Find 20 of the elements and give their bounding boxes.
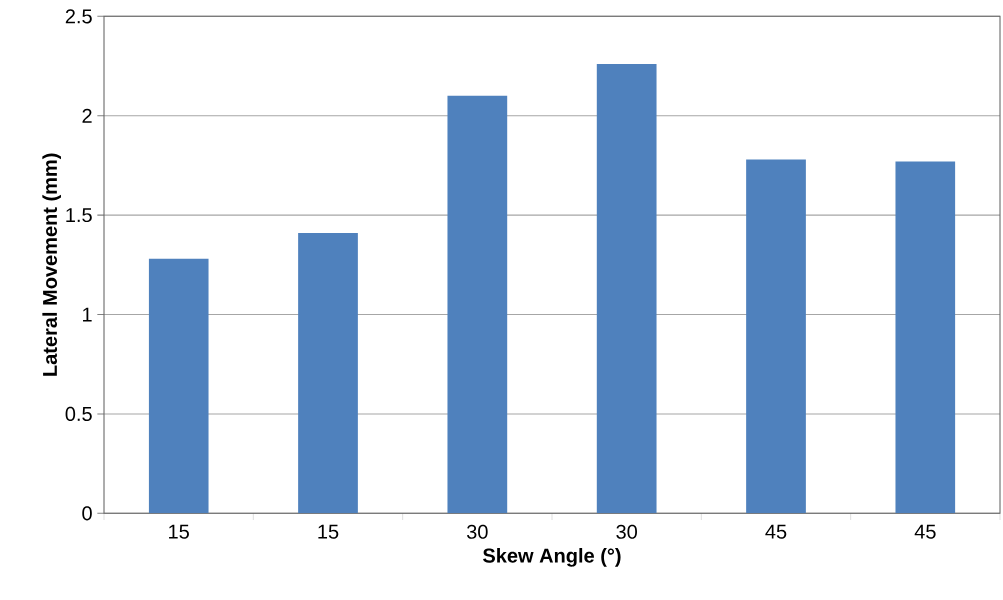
x-tick-label: 30 — [616, 524, 637, 539]
y-tick-label: 0.5 — [65, 406, 92, 421]
y-tick-label: 2 — [82, 108, 92, 123]
y-axis-title: Lateral Movement (mm) — [42, 153, 61, 376]
bar — [447, 95, 508, 514]
y-tick-label: 1 — [83, 307, 92, 322]
x-axis-title: Skew Angle (°) — [483, 548, 621, 567]
bar — [746, 159, 806, 514]
bar — [148, 258, 209, 514]
x-tick-label: 15 — [169, 524, 189, 539]
x-tick-label: 15 — [318, 524, 339, 539]
x-tick-label: 30 — [466, 524, 488, 539]
bar — [298, 233, 358, 514]
y-tick-label: 1.5 — [66, 208, 92, 223]
bar — [895, 161, 956, 514]
x-tick-label: 45 — [765, 524, 787, 539]
y-tick-label: 0 — [82, 506, 92, 521]
y-tick-label: 2.5 — [65, 9, 92, 24]
bar — [596, 64, 657, 514]
x-tick-label: 45 — [914, 524, 936, 539]
